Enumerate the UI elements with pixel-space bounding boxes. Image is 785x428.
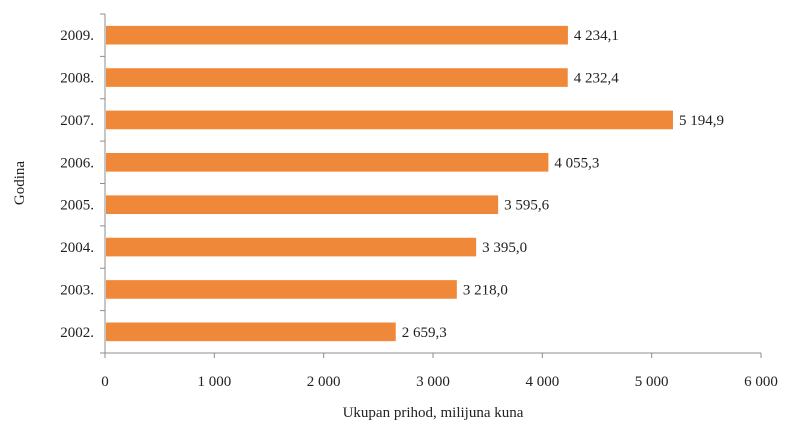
x-tick-label: 2 000	[307, 374, 341, 390]
category-label: 2004.	[60, 240, 94, 256]
data-label: 3 395,0	[482, 240, 527, 256]
bar	[106, 152, 549, 172]
category-label: 2007.	[60, 113, 94, 129]
data-label: 3 595,6	[504, 198, 549, 214]
bar	[106, 322, 396, 342]
bar	[106, 195, 499, 215]
bar	[106, 280, 457, 299]
labels-layer: 2009. 4 234,1 2008. 4 232,4 2007. 5 194,9 2006…	[60, 28, 724, 341]
bar	[106, 110, 673, 130]
bar	[106, 25, 568, 45]
x-tick-label: 5 000	[635, 374, 669, 390]
category-label: 2006.	[60, 155, 94, 171]
data-label: 2 659,3	[402, 325, 447, 341]
x-axis-title: Ukupan prihod, milijuna kuna	[343, 405, 524, 421]
bar	[106, 237, 477, 257]
data-label: 3 218,0	[463, 282, 508, 298]
x-tick-label: 6 000	[744, 374, 778, 390]
data-label: 5 194,9	[679, 113, 724, 129]
y-axis-title: Godina	[12, 161, 28, 206]
data-label: 4 234,1	[574, 28, 619, 44]
category-label: 2009.	[60, 28, 94, 44]
data-label: 4 055,3	[554, 155, 599, 171]
bar	[106, 68, 568, 87]
category-label: 2008.	[60, 71, 94, 87]
x-tick-label: 3 000	[416, 374, 450, 390]
bars-layer	[100, 13, 673, 354]
x-tick-label: 1 000	[197, 374, 231, 390]
x-ticks: 0 1 000 2 000 3 000 4 000 5 000 6 000	[101, 353, 778, 390]
category-label: 2003.	[60, 282, 94, 298]
x-tick-label: 0	[101, 374, 109, 390]
category-label: 2005.	[60, 198, 94, 214]
category-label: 2002.	[60, 325, 94, 341]
data-label: 4 232,4	[574, 71, 620, 87]
x-tick-label: 4 000	[525, 374, 559, 390]
